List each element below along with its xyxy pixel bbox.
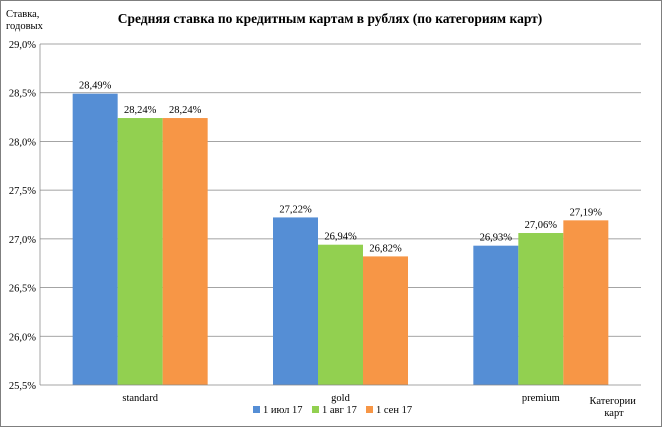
y-tick-label: 27,5% — [9, 186, 36, 197]
legend-swatch — [366, 406, 373, 413]
bar-value-label: 26,93% — [480, 233, 513, 244]
y-tick-label: 29,0% — [9, 40, 36, 51]
bar-value-label: 28,24% — [169, 105, 202, 116]
y-tick-label: 27,0% — [9, 235, 36, 246]
legend-label: 1 сен 17 — [376, 405, 412, 416]
data-labels: 28,49% 28,24% 28,24% 27,22% 26,94% 26,82% 26,9… — [79, 81, 602, 255]
y-tick-label: 28,0% — [9, 137, 36, 148]
axes — [39, 44, 641, 386]
bar — [318, 244, 363, 385]
x-tick-label: gold — [331, 393, 350, 404]
x-tick-labels: standard gold premium — [122, 393, 559, 404]
legend-label: 1 авг 17 — [322, 405, 357, 416]
y-axis-label-line-2: годовых — [6, 21, 44, 32]
bars — [72, 93, 609, 385]
bar-value-label: 27,19% — [570, 207, 603, 218]
legend: 1 июл 17 1 авг 17 1 сен 17 — [253, 405, 412, 416]
bar — [473, 245, 519, 385]
bar-value-label: 27,06% — [525, 220, 558, 231]
legend-label: 1 июл 17 — [263, 405, 302, 416]
bar — [72, 93, 118, 385]
y-tick-label: 28,5% — [9, 89, 36, 100]
x-tick-label: standard — [122, 393, 158, 404]
bar-value-label: 26,82% — [369, 243, 402, 254]
bar-value-label: 27,22% — [279, 204, 312, 215]
y-axis-label-line-1: Ставка, — [6, 9, 39, 20]
bar — [363, 256, 408, 385]
legend-swatch — [312, 406, 319, 413]
bar — [518, 233, 564, 385]
bar — [273, 217, 318, 385]
y-tick-labels: 25,5% 26,0% 26,5% 27,0% 27,5% 28,0% 28,5% 29,0% — [9, 40, 36, 392]
x-tick-label: premium — [522, 393, 560, 404]
legend-swatch — [253, 406, 260, 413]
bar-value-label: 28,24% — [124, 105, 157, 116]
bar-value-label: 28,49% — [79, 81, 112, 92]
y-tick-label: 26,0% — [9, 332, 36, 343]
x-axis-label-line-1: Категории — [590, 396, 637, 407]
x-axis-label-line-2: карт — [604, 408, 624, 419]
bar — [117, 118, 163, 385]
bar-value-label: 26,94% — [324, 232, 357, 243]
x-axis-label: Категории карт — [590, 396, 639, 419]
chart-title: Средняя ставка по кредитным картам в руб… — [118, 11, 543, 26]
y-tick-label: 26,5% — [9, 284, 36, 295]
bar — [563, 220, 609, 385]
y-tick-label: 25,5% — [9, 381, 36, 392]
y-axis-label: Ставка, годовых — [6, 9, 44, 32]
bar — [162, 118, 208, 385]
